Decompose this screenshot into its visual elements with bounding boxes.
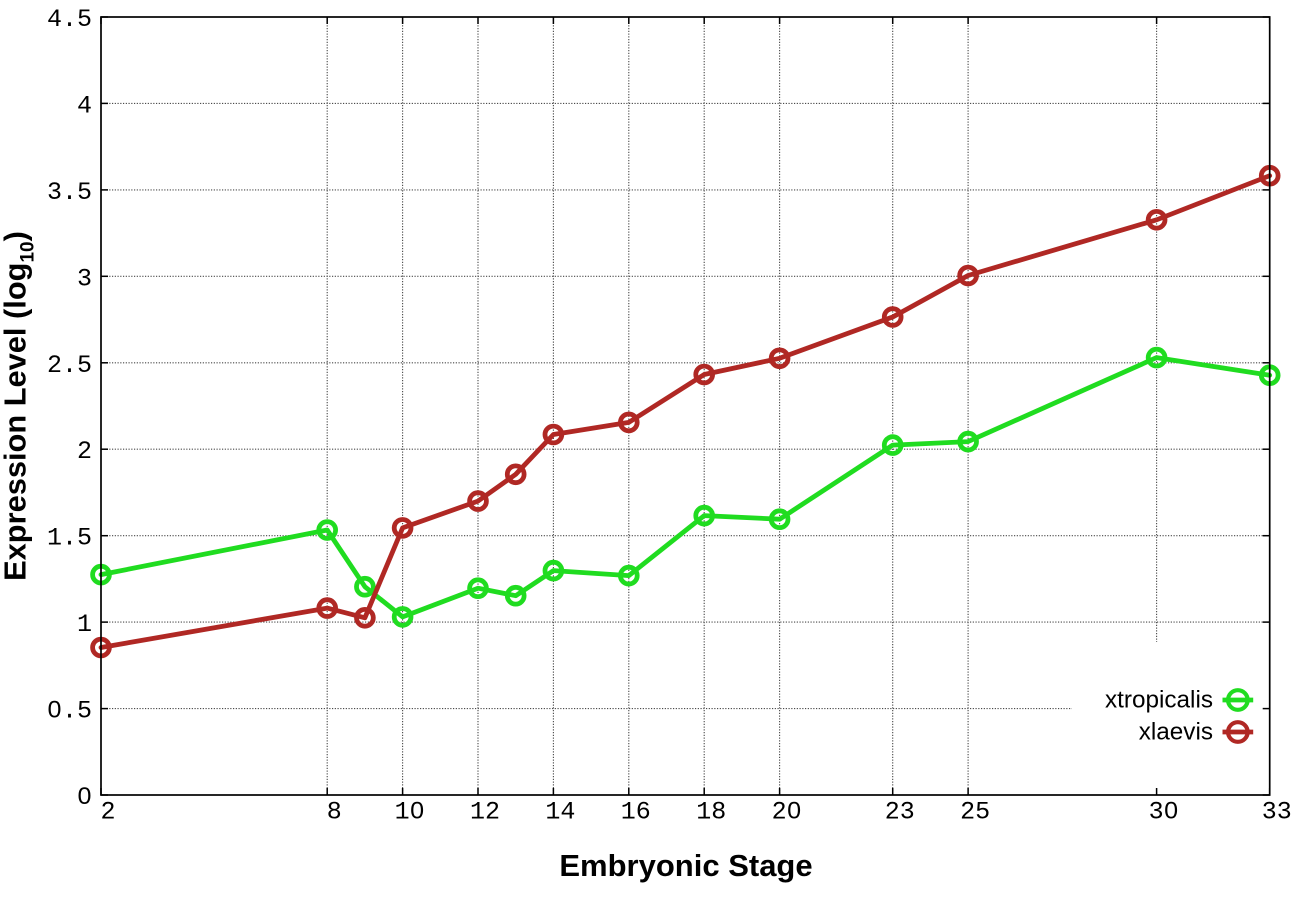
svg-text:2: 2 (100, 798, 115, 827)
svg-text:3.5: 3.5 (47, 178, 92, 207)
svg-text:12: 12 (470, 798, 500, 827)
svg-text:2.5: 2.5 (47, 351, 92, 380)
svg-text:25: 25 (960, 798, 990, 827)
svg-text:10: 10 (395, 798, 425, 827)
svg-text:2: 2 (77, 437, 92, 466)
svg-text:3: 3 (77, 264, 92, 293)
svg-text:33: 33 (1262, 798, 1292, 827)
svg-text:Embryonic Stage: Embryonic Stage (559, 848, 812, 883)
svg-text:4: 4 (77, 91, 92, 120)
svg-text:1: 1 (77, 610, 92, 639)
svg-text:20: 20 (772, 798, 802, 827)
svg-text:xtropicalis: xtropicalis (1105, 686, 1213, 713)
svg-text:18: 18 (696, 798, 726, 827)
svg-text:23: 23 (885, 798, 915, 827)
svg-text:14: 14 (545, 798, 575, 827)
svg-text:30: 30 (1149, 798, 1179, 827)
svg-text:8: 8 (327, 798, 342, 827)
svg-text:16: 16 (621, 798, 651, 827)
svg-text:4.5: 4.5 (47, 5, 92, 34)
svg-text:Expression Level (log10): Expression Level (log10) (0, 231, 39, 581)
svg-text:xlaevis: xlaevis (1139, 718, 1213, 745)
svg-text:1.5: 1.5 (47, 524, 92, 553)
